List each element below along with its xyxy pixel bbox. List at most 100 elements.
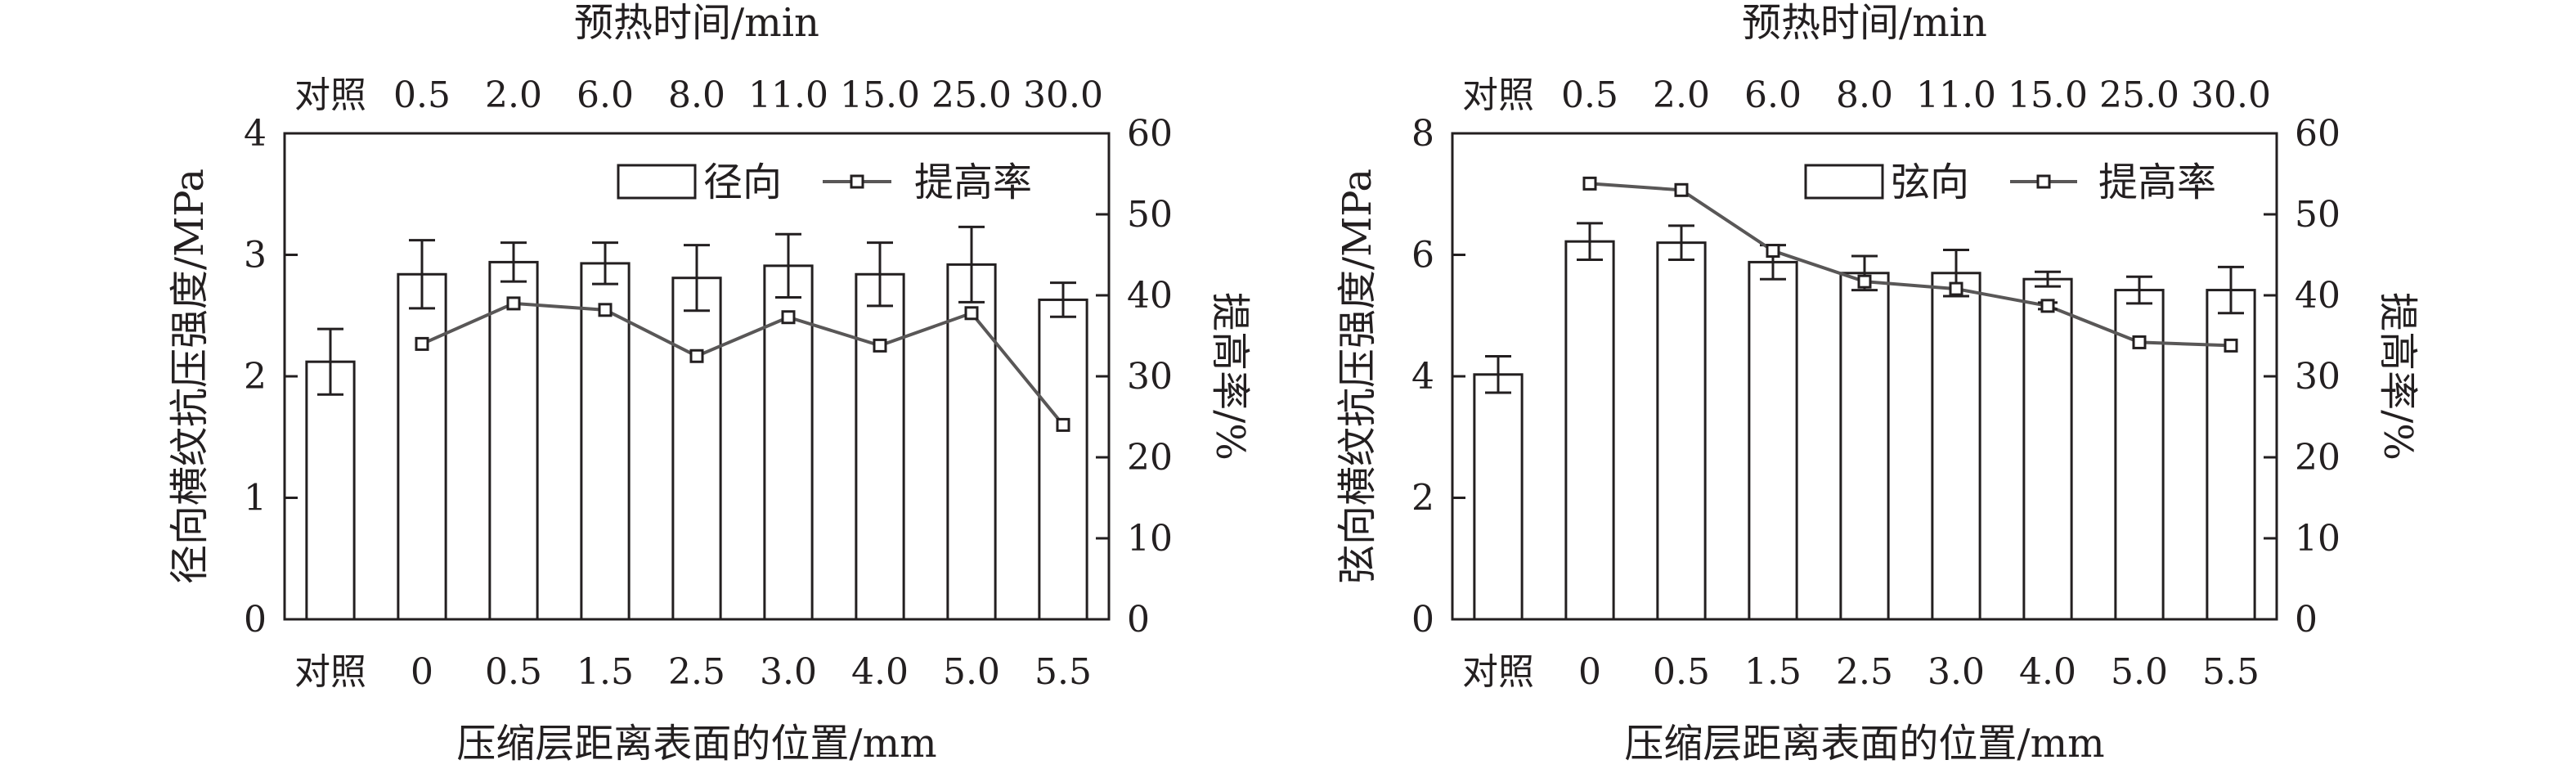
rate-point <box>1766 244 1780 259</box>
y-left-tick-label: 2 <box>244 356 267 398</box>
legend-line-marker <box>2036 174 2051 189</box>
x-tick-label: 4.0 <box>851 651 909 693</box>
top-tick-label: 2.0 <box>485 74 542 116</box>
top-tick-label: 6.0 <box>1744 74 1802 116</box>
y-right-axis-title: 提高率/% <box>2375 292 2421 461</box>
x-tick-label: 0 <box>1578 651 1601 693</box>
y-right-tick-label: 50 <box>2295 194 2340 236</box>
top-tick-label: 25.0 <box>931 74 1012 116</box>
rate-point <box>873 338 887 353</box>
rate-point <box>598 303 613 317</box>
bar <box>1564 240 1615 621</box>
top-tick-label: 8.0 <box>1836 74 1893 116</box>
chart-panel-tangential: 0 2 4 6 8 0 10 20 30 40 50 60 弦向横纹抗压强度/MPa 提高率/% 压缩层距离… <box>1335 0 2421 767</box>
y-left-axis-title: 径向横纹抗压强度/MPa <box>167 169 213 584</box>
y-right-tick-label: 10 <box>1127 518 1173 560</box>
y-left-axis-title: 弦向横纹抗压强度/MPa <box>1335 169 1380 584</box>
top-tick-label: 30.0 <box>1023 74 1103 116</box>
y-left-tick-label: 1 <box>244 478 267 519</box>
y-left-tick-label: 3 <box>244 235 267 277</box>
y-left-tick-label: 4 <box>244 113 267 155</box>
rate-point <box>1857 274 1872 289</box>
x-tick-label: 2.5 <box>1836 651 1893 693</box>
bar <box>1748 260 1798 621</box>
y-right-tick-label: 40 <box>2295 275 2340 317</box>
legend-bar-swatch <box>1804 164 1884 200</box>
bar <box>1839 272 1890 621</box>
rate-point <box>1056 417 1070 432</box>
legend-line-label: 提高率 <box>914 160 1032 205</box>
x-tick-label: 对照 <box>294 651 366 693</box>
x-tick-label: 0.5 <box>1653 651 1710 693</box>
x-tick-label: 3.0 <box>760 651 817 693</box>
rate-point <box>689 349 704 363</box>
x-tick-label: 0 <box>411 651 433 693</box>
bar <box>1473 373 1524 621</box>
x-tick-label: 对照 <box>1462 651 1534 693</box>
rate-point <box>2040 299 2055 313</box>
y-right-tick-label: 20 <box>2295 437 2340 479</box>
bar <box>488 260 539 621</box>
rate-series-line <box>1589 182 2232 348</box>
x-tick-label: 4.0 <box>2019 651 2076 693</box>
y-left-tick-label: 2 <box>1411 478 1434 519</box>
rate-point <box>1674 182 1689 197</box>
x-tick-label: 2.5 <box>668 651 725 693</box>
y-left-tick-label: 4 <box>1411 356 1434 398</box>
y-right-tick-label: 20 <box>1127 437 1173 479</box>
bar <box>671 277 722 621</box>
bar <box>855 272 905 621</box>
top-tick-label: 8.0 <box>668 74 725 116</box>
bar <box>1038 298 1088 621</box>
y-right-tick-label: 50 <box>1127 194 1173 236</box>
legend-line-marker <box>850 174 864 189</box>
y-left-tick-label: 6 <box>1411 235 1434 277</box>
top-tick-label: 30.0 <box>2191 74 2271 116</box>
rate-point <box>1949 281 1963 296</box>
top-axis-title: 预热时间/min <box>574 0 819 46</box>
bar <box>1656 241 1707 621</box>
legend-bar-label: 弦向 <box>1891 160 1969 205</box>
rate-point <box>506 296 521 311</box>
rate-point <box>415 336 429 351</box>
x-tick-label: 5.5 <box>1034 651 1092 693</box>
legend-bar-swatch <box>617 164 697 200</box>
y-right-axis-title: 提高率/% <box>1207 292 1253 461</box>
top-tick-label: 0.5 <box>393 74 451 116</box>
y-right-tick-label: 30 <box>1127 356 1173 398</box>
x-axis-title: 压缩层距离表面的位置/mm <box>456 721 936 767</box>
legend-line-label: 提高率 <box>2098 160 2216 205</box>
top-tick-label: 对照 <box>1462 74 1534 116</box>
top-tick-label: 对照 <box>294 74 366 116</box>
x-tick-label: 1.5 <box>577 651 634 693</box>
x-tick-label: 0.5 <box>485 651 542 693</box>
x-axis-title: 压缩层距离表面的位置/mm <box>1624 721 2104 767</box>
bar <box>305 360 356 621</box>
top-tick-label: 6.0 <box>577 74 634 116</box>
y-left-tick-label: 0 <box>244 599 267 641</box>
bar <box>2022 277 2073 621</box>
top-axis-title: 预热时间/min <box>1742 0 1987 46</box>
y-left-tick-label: 8 <box>1411 113 1434 155</box>
x-tick-label: 5.0 <box>2111 651 2168 693</box>
x-tick-label: 5.0 <box>943 651 1000 693</box>
rate-point <box>964 306 979 321</box>
bar <box>397 272 447 621</box>
top-tick-label: 25.0 <box>2099 74 2179 116</box>
rate-point <box>781 310 796 325</box>
top-tick-label: 11.0 <box>1916 74 1996 116</box>
y-right-tick-label: 60 <box>1127 113 1173 155</box>
legend-bar-label: 径向 <box>703 160 782 205</box>
y-right-tick-label: 0 <box>1127 599 1150 641</box>
rate-series-line <box>421 301 1065 426</box>
y-right-tick-label: 40 <box>1127 275 1173 317</box>
y-left-tick-label: 0 <box>1411 599 1434 641</box>
top-tick-label: 2.0 <box>1653 74 1710 116</box>
top-tick-label: 0.5 <box>1561 74 1618 116</box>
x-tick-label: 3.0 <box>1928 651 1985 693</box>
y-right-tick-label: 60 <box>2295 113 2340 155</box>
bar <box>1931 272 1981 621</box>
top-tick-label: 15.0 <box>840 74 920 116</box>
